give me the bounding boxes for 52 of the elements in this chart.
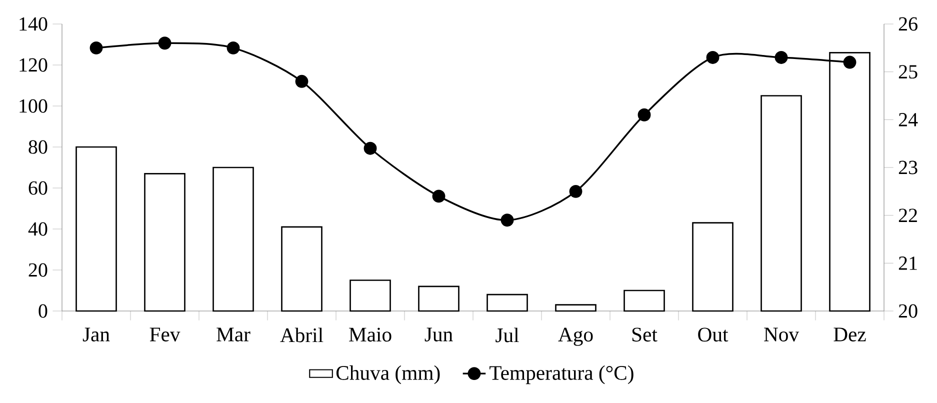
bar bbox=[76, 146, 117, 312]
point bbox=[432, 190, 446, 203]
bar bbox=[486, 294, 528, 312]
bar bbox=[144, 172, 186, 312]
x-tick-label: Jan bbox=[82, 328, 110, 342]
bar bbox=[281, 226, 322, 312]
y2-tick-label: 20 bbox=[898, 304, 918, 318]
y2-tick-label: 21 bbox=[898, 256, 917, 270]
x-tick-label: Fev bbox=[150, 328, 180, 342]
point bbox=[364, 142, 377, 155]
x-tick-label: Mar bbox=[216, 328, 250, 342]
y-tick-label: 60 bbox=[28, 181, 48, 195]
bar bbox=[692, 222, 734, 312]
point bbox=[843, 56, 856, 69]
point bbox=[90, 41, 103, 54]
y2-tick-label: 22 bbox=[898, 208, 917, 222]
bar bbox=[418, 286, 460, 312]
y-tick-label: 100 bbox=[20, 99, 48, 113]
x-tick-label: Ago bbox=[558, 328, 593, 346]
y-tick-label: 140 bbox=[20, 17, 48, 31]
y-tick-label: 0 bbox=[38, 304, 48, 318]
point bbox=[226, 41, 240, 54]
point bbox=[638, 108, 651, 122]
bar bbox=[212, 166, 254, 312]
x-tick-label: Jun bbox=[424, 328, 453, 342]
bar bbox=[350, 280, 391, 312]
x-tick-label: Abril bbox=[280, 328, 324, 342]
bar bbox=[555, 304, 596, 312]
point bbox=[500, 214, 514, 227]
x-tick-label: Dez bbox=[834, 328, 866, 342]
y2-tick-label: 26 bbox=[898, 17, 918, 31]
legend-label: Temperatura (°C) bbox=[490, 365, 634, 384]
y-tick-label: 120 bbox=[20, 58, 48, 72]
y-tick-label: 20 bbox=[28, 263, 48, 277]
point bbox=[569, 184, 582, 198]
y-tick-label: 40 bbox=[28, 222, 48, 236]
x-tick-label: Maio bbox=[349, 328, 392, 342]
point bbox=[158, 36, 172, 50]
y2-tick-label: 24 bbox=[898, 113, 918, 126]
point bbox=[706, 51, 720, 64]
y2-tick-label: 25 bbox=[898, 65, 918, 79]
point bbox=[774, 51, 788, 64]
bar bbox=[760, 95, 802, 312]
x-tick-label: Out bbox=[698, 328, 728, 342]
y2-tick-label: 23 bbox=[898, 160, 918, 174]
bar bbox=[624, 290, 665, 312]
legend-label: Chuva (mm) bbox=[336, 365, 440, 384]
x-tick-label: Set bbox=[632, 328, 658, 342]
y-tick-label: 80 bbox=[28, 140, 48, 154]
point bbox=[295, 74, 308, 88]
x-tick-label: Nov bbox=[764, 328, 800, 342]
x-tick-label: Jul bbox=[496, 328, 519, 342]
